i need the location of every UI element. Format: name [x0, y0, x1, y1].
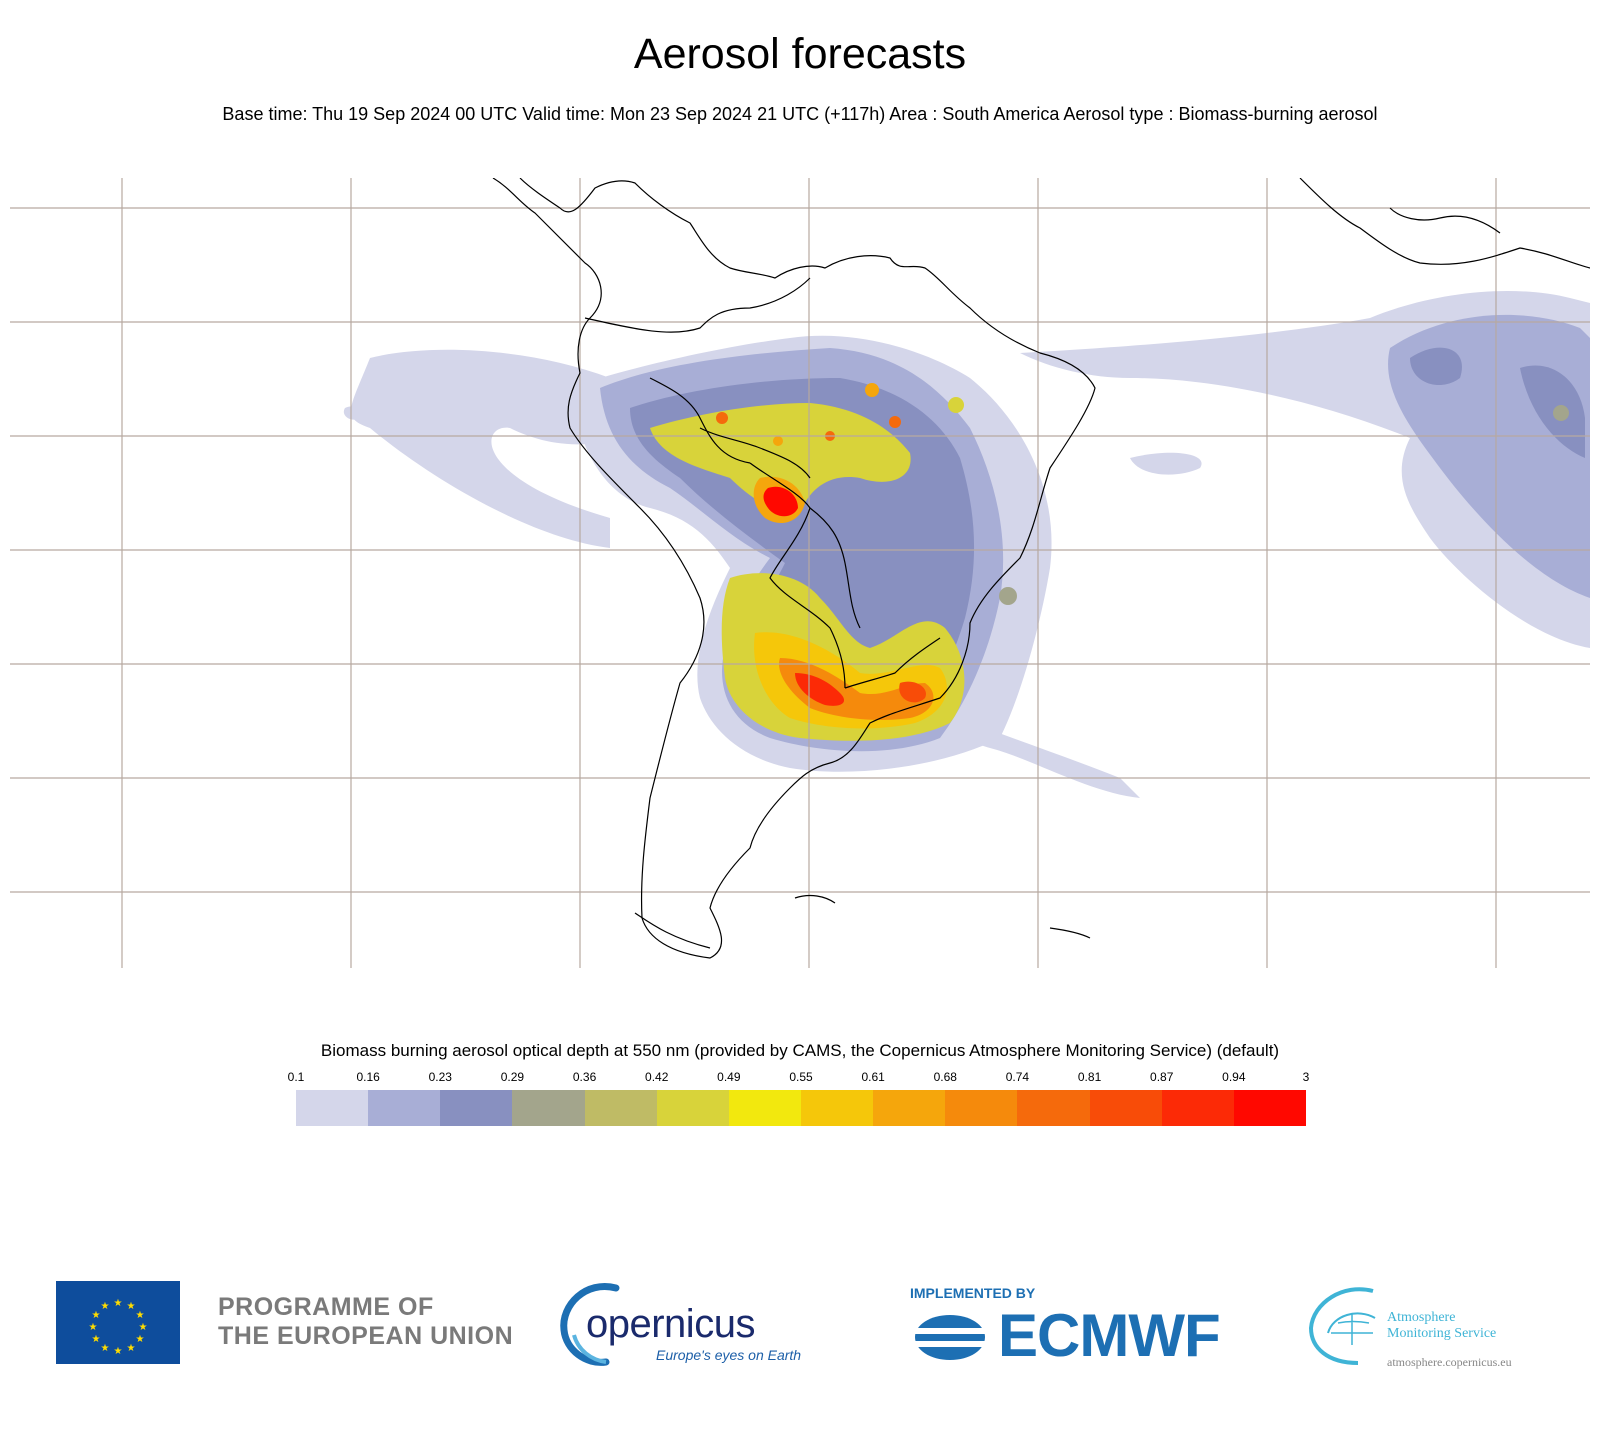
- legend-tick-label: 0.42: [645, 1070, 669, 1084]
- eu-flag-logo: ★ ★ ★ ★ ★ ★ ★ ★ ★ ★ ★ ★: [56, 1281, 180, 1364]
- legend-swatch: [728, 1090, 801, 1126]
- legend-tick-label: 0.81: [1077, 1070, 1102, 1084]
- africa-outline: [1299, 178, 1590, 269]
- legend-swatch: [1017, 1090, 1090, 1126]
- plume-atlantic-2: [1130, 452, 1202, 475]
- hotspot: [948, 397, 964, 413]
- legend-swatch: [584, 1090, 657, 1126]
- copernicus-c-icon: [560, 1283, 620, 1366]
- plume-south-orange: [779, 658, 934, 720]
- legend-tick-label: 0.49: [717, 1070, 741, 1084]
- forecast-subtitle: Base time: Thu 19 Sep 2024 00 UTC Valid …: [222, 104, 1378, 124]
- legend-tick-label: 0.29: [500, 1070, 525, 1084]
- copernicus-logo: opernicus Europe's eyes on Earth: [556, 1280, 816, 1370]
- hotspot: [999, 587, 1017, 605]
- legend-swatch: [945, 1090, 1018, 1126]
- coastline: [492, 178, 1590, 959]
- falklands: [794, 894, 836, 904]
- legend-tick-label: 0.68: [933, 1070, 957, 1084]
- border-2: [649, 377, 751, 464]
- hotspot: [716, 412, 728, 424]
- south-georgia: [1049, 927, 1091, 939]
- legend-tick-label: 0.23: [428, 1070, 452, 1084]
- south-america-outline: [492, 178, 1096, 959]
- tierra-del-fuego: [634, 912, 711, 949]
- eu-programme-text: PROGRAMME OF THE EUROPEAN UNION: [218, 1293, 513, 1351]
- hotspot: [889, 416, 901, 428]
- legend-color-bar: [296, 1090, 1306, 1126]
- svg-text:★: ★: [127, 1343, 136, 1354]
- copernicus-wordmark: opernicus: [586, 1302, 755, 1346]
- legend-swatch: [296, 1090, 369, 1126]
- legend-tick-label: 0.61: [861, 1070, 885, 1084]
- border-6: [844, 637, 941, 689]
- svg-text:★: ★: [139, 1322, 148, 1333]
- page-title: Aerosol forecasts: [633, 30, 967, 78]
- ecmwf-implemented-label: IMPLEMENTED BY: [910, 1285, 1036, 1301]
- legend-tick-label: 0.94: [1222, 1070, 1246, 1084]
- plume-atlantic-dark: [1410, 347, 1462, 386]
- plume-pacific-west: [351, 349, 620, 548]
- svg-text:★: ★: [89, 1322, 98, 1333]
- plume-pacific-west-2: [343, 406, 362, 420]
- svg-text:★: ★: [136, 1310, 145, 1321]
- border-1: [584, 277, 811, 333]
- svg-text:★: ★: [92, 1310, 101, 1321]
- legend-tick-label: 3: [1302, 1070, 1310, 1084]
- legend-tick-label: 0.74: [1005, 1070, 1030, 1084]
- svg-text:★: ★: [127, 1301, 136, 1312]
- ecmwf-wordmark: ECMWF: [998, 1302, 1221, 1369]
- plume-south-red: [795, 673, 845, 706]
- plume-bolivia-red: [763, 486, 798, 517]
- ams-globe-icon: [1303, 1283, 1393, 1368]
- aerosol-map: [10, 178, 1590, 968]
- border-4: [699, 427, 811, 479]
- africa-border: [1389, 207, 1501, 234]
- plume-atlantic-dark-2: [1520, 365, 1585, 458]
- legend-swatch: [1161, 1090, 1234, 1126]
- ams-name-line1: Atmosphere: [1387, 1310, 1456, 1325]
- legend-swatch: [368, 1090, 441, 1126]
- aerosol-field: [343, 290, 1590, 798]
- eu-programme-line1: PROGRAMME OF: [218, 1293, 434, 1321]
- ams-name-line2: Monitoring Service: [1387, 1326, 1497, 1341]
- svg-text:★: ★: [114, 1346, 123, 1357]
- svg-text:★: ★: [101, 1343, 110, 1354]
- border-5: [769, 507, 846, 689]
- legend-tick-label: 0.87: [1150, 1070, 1174, 1084]
- legend-tick-label: 0.16: [356, 1070, 380, 1084]
- legend-swatch: [1233, 1090, 1306, 1126]
- hotspot: [773, 436, 783, 446]
- legend-tick-label: 0.1: [287, 1070, 305, 1084]
- border-3: [749, 462, 861, 629]
- plume-north-yellow: [650, 403, 911, 514]
- legend-swatch: [873, 1090, 946, 1126]
- svg-text:★: ★: [92, 1334, 101, 1345]
- legend-swatch: [440, 1090, 513, 1126]
- svg-text:★: ★: [101, 1301, 110, 1312]
- legend-swatch: [800, 1090, 874, 1126]
- legend-tick-label: 0.36: [572, 1070, 597, 1084]
- copernicus-tagline: Europe's eyes on Earth: [656, 1347, 802, 1363]
- svg-text:★: ★: [136, 1334, 145, 1345]
- legend-tick-labels: 0.1 0.16 0.23 0.29 0.36 0.42 0.49 0.55 0.61 0.68 0…: [288, 1070, 1310, 1086]
- legend-tick-label: 0.55: [789, 1070, 813, 1084]
- legend-swatch: [512, 1090, 585, 1126]
- legend-swatch: [656, 1090, 729, 1126]
- legend-swatch: [1089, 1090, 1162, 1126]
- hotspot: [1553, 405, 1569, 421]
- ams-url: atmosphere.copernicus.eu: [1387, 1355, 1512, 1369]
- hotspot: [865, 383, 879, 397]
- legend-title: Biomass burning aerosol optical depth at…: [320, 1041, 1280, 1060]
- eu-programme-line2: THE EUROPEAN UNION: [218, 1322, 514, 1350]
- ams-name: Atmosphere Monitoring Service: [1387, 1310, 1496, 1342]
- svg-text:★: ★: [114, 1298, 123, 1309]
- plume-south-red-2: [899, 681, 926, 703]
- ecmwf-symbol-icon: [910, 1310, 990, 1365]
